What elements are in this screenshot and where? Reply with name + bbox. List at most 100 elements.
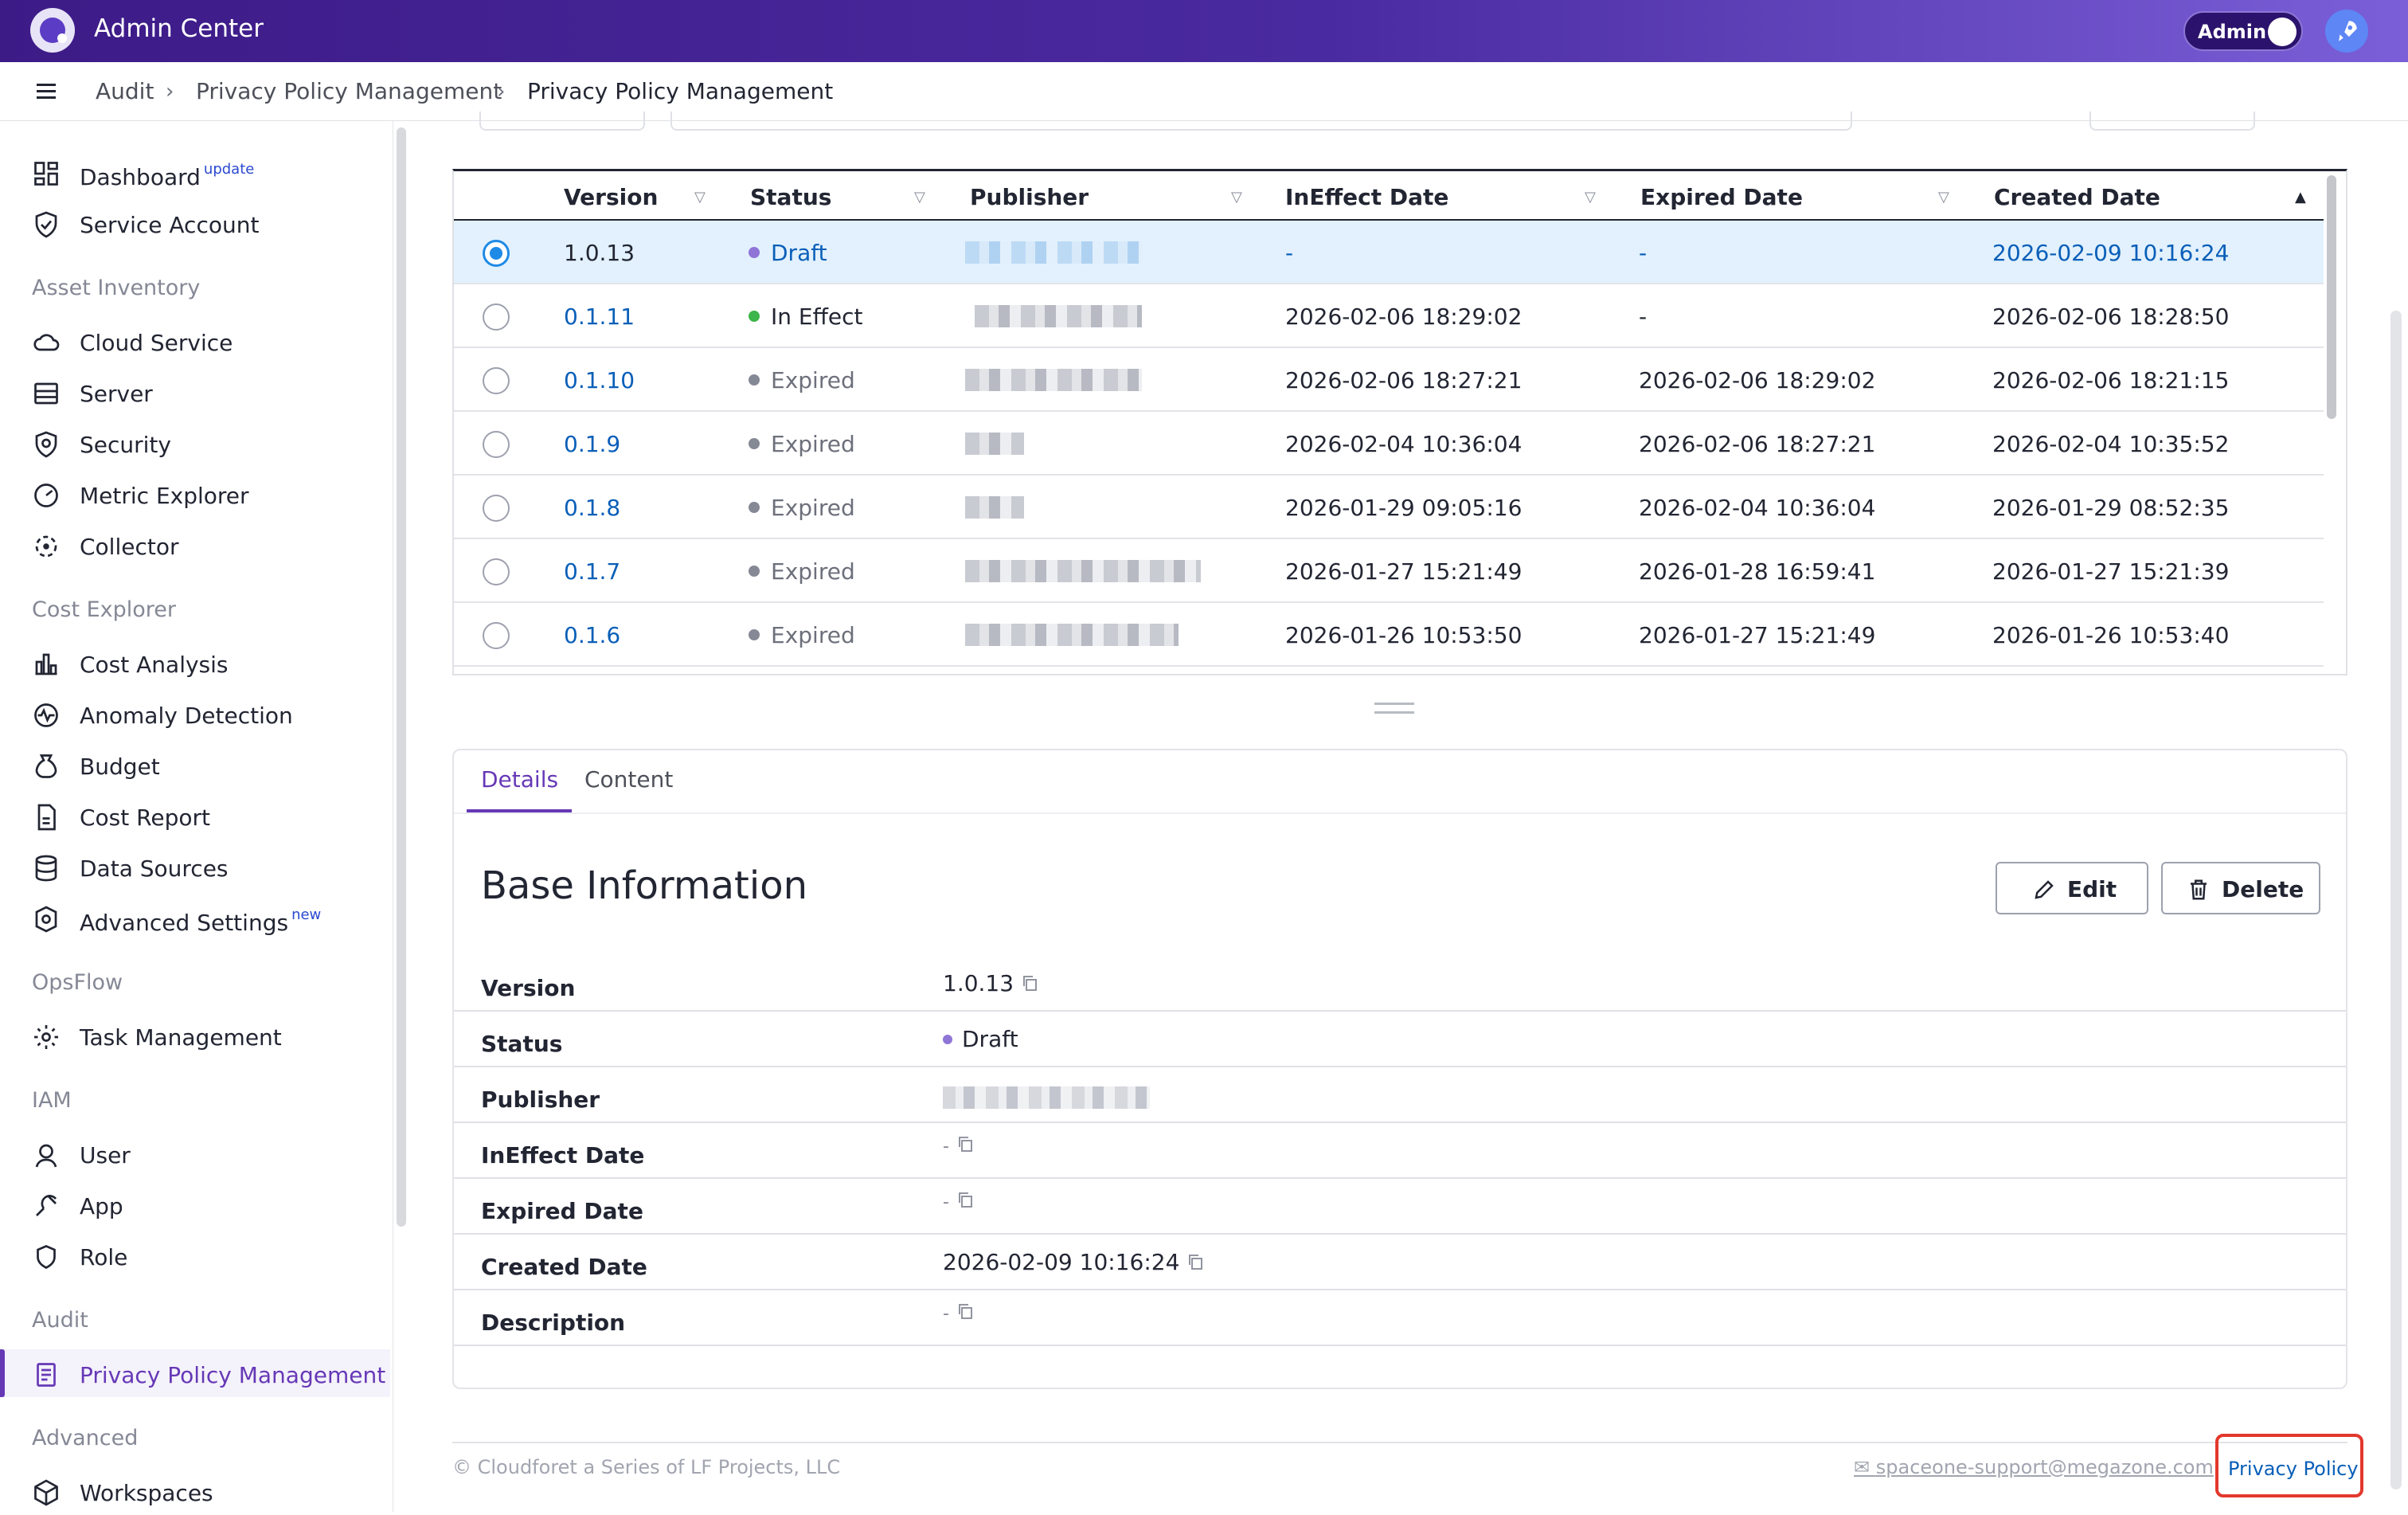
cell-status: Expired [749, 367, 855, 393]
sidebar-item-role[interactable]: Role [32, 1231, 387, 1279]
copy-icon[interactable] [1020, 973, 1039, 992]
row-radio[interactable] [483, 303, 510, 331]
table-row[interactable]: 0.1.6 Expired 2026-01-26 10:53:50 2026-0… [454, 603, 2324, 667]
edit-button[interactable]: Edit [1996, 862, 2148, 914]
cell-version[interactable]: 0.1.7 [564, 558, 621, 585]
table-row[interactable]: 0.1.7 Expired 2026-01-27 15:21:49 2026-0… [454, 539, 2324, 603]
cell-status: Expired [749, 558, 855, 585]
field-value: Draft [943, 1026, 1018, 1052]
privacy-policy-highlight[interactable]: Privacy Policy [2215, 1434, 2363, 1497]
sidebar-scrollbar[interactable] [397, 127, 406, 1227]
status-dot [749, 247, 760, 258]
column-header-expired-date[interactable]: Expired Date [1640, 184, 1803, 210]
table-row[interactable]: 0.1.10 Expired 2026-02-06 18:27:21 2026-… [454, 348, 2324, 412]
sort-ascending-icon[interactable]: ▲ [2295, 189, 2306, 206]
breadcrumb-privacy-policy-management[interactable]: Privacy Policy Management [196, 78, 502, 104]
cell-expired-date: 2026-02-06 18:29:02 [1639, 367, 1876, 393]
sort-icon[interactable]: ▽ [1231, 189, 1242, 206]
row-radio[interactable] [483, 367, 510, 394]
footer-copyright: © Cloudforet a Series of LF Projects, LL… [452, 1456, 841, 1478]
sort-icon[interactable]: ▽ [1585, 189, 1596, 206]
sort-icon[interactable]: ▽ [914, 189, 925, 206]
collector-icon [35, 535, 57, 558]
delete-button[interactable]: Delete [2161, 862, 2320, 914]
cell-version[interactable]: 0.1.9 [564, 431, 621, 457]
tab-content[interactable]: Content [584, 766, 674, 793]
column-header-ineffect-date[interactable]: InEffect Date [1285, 184, 1449, 210]
resize-handle[interactable] [1374, 703, 1414, 714]
sidebar-item-app[interactable]: App [32, 1180, 387, 1228]
column-header-status[interactable]: Status [750, 184, 832, 210]
sidebar-item-label: Advanced Settings [80, 910, 289, 936]
cell-ineffect-date: - [1285, 240, 1294, 266]
cell-version[interactable]: 0.1.6 [564, 622, 621, 648]
column-header-version[interactable]: Version [564, 184, 659, 210]
sidebar-item-cost-report[interactable]: Cost Report [32, 792, 387, 840]
copy-icon[interactable] [1186, 1252, 1205, 1271]
policy-table: Version ▽ Status ▽ Publisher ▽ InEffect … [452, 169, 2347, 675]
detail-row-description: Description - [454, 1290, 2346, 1346]
sidebar-item-label: Service Account [80, 212, 260, 238]
detail-row-publisher: Publisher [454, 1067, 2346, 1123]
rocket-icon[interactable] [2325, 10, 2368, 53]
table-row[interactable]: 1.0.13 Draft - - 2026-02-09 10:16:24 [454, 221, 2324, 284]
sidebar-item-budget[interactable]: Budget [32, 741, 387, 789]
sidebar-item-workspaces[interactable]: Workspaces [32, 1467, 387, 1515]
sidebar-item-label: Collector [80, 534, 179, 560]
admin-mode-toggle[interactable]: Admin [2183, 11, 2303, 51]
search-input-fragment[interactable] [670, 112, 1852, 131]
cell-version: 1.0.13 [564, 240, 635, 266]
row-radio[interactable] [483, 558, 510, 585]
sidebar-item-cost-analysis[interactable]: Cost Analysis [32, 639, 387, 687]
app-logo-icon[interactable] [30, 8, 75, 53]
breadcrumb-audit[interactable]: Audit [96, 78, 154, 104]
status-dot [749, 374, 760, 386]
sidebar-item-server[interactable]: Server [32, 368, 387, 416]
detail-panel: Details Content Base Information Edit De… [452, 749, 2347, 1389]
sort-icon[interactable]: ▽ [1938, 189, 1949, 206]
sidebar-item-service-account[interactable]: Service Account [32, 199, 387, 247]
table-row[interactable]: 0.1.8 Expired 2026-01-29 09:05:16 2026-0… [454, 476, 2324, 539]
sidebar-item-cloud-service[interactable]: Cloud Service [32, 317, 387, 365]
sidebar-item-security[interactable]: Security [32, 419, 387, 467]
toolbar-button-fragment[interactable] [2089, 112, 2255, 131]
sort-icon[interactable]: ▽ [694, 189, 706, 206]
field-label: Publisher [481, 1086, 600, 1113]
sidebar-item-advanced-settings[interactable]: Advanced Settings new [32, 894, 387, 941]
sidebar-item-anomaly-detection[interactable]: Anomaly Detection [32, 690, 387, 738]
sidebar-item-privacy-policy-management[interactable]: Privacy Policy Management [0, 1349, 390, 1397]
support-email-link[interactable]: ✉ spaceone-support@megazone.com [1854, 1456, 2214, 1478]
sidebar-item-data-sources[interactable]: Data Sources [32, 843, 387, 891]
sidebar-item-label: Privacy Policy Management [80, 1362, 386, 1388]
toolbar-button-fragment[interactable] [479, 112, 645, 131]
tab-details[interactable]: Details [481, 766, 559, 793]
copy-icon[interactable] [956, 1134, 975, 1153]
cell-version[interactable]: 0.1.11 [564, 303, 635, 330]
privacy-policy-link[interactable]: Privacy Policy [2228, 1458, 2359, 1480]
row-radio[interactable] [483, 431, 510, 458]
sidebar-item-task-management[interactable]: Task Management [32, 1012, 387, 1059]
table-row[interactable]: 0.1.9 Expired 2026-02-04 10:36:04 2026-0… [454, 412, 2324, 476]
row-radio[interactable] [483, 240, 510, 267]
column-header-publisher[interactable]: Publisher [970, 184, 1089, 210]
app-icon [36, 1195, 57, 1216]
status-text: Expired [771, 367, 855, 393]
sidebar-item-dashboard[interactable]: Dashboard update [32, 148, 387, 196]
table-row[interactable]: 0.1.11 In Effect 2026-02-06 18:29:02 - 2… [454, 284, 2324, 348]
copy-icon[interactable] [956, 1302, 975, 1321]
cell-version[interactable]: 0.1.8 [564, 495, 621, 521]
menu-icon[interactable] [35, 81, 61, 102]
table-scrollbar[interactable] [2327, 175, 2336, 419]
sidebar-item-metric-explorer[interactable]: Metric Explorer [32, 470, 387, 518]
row-radio[interactable] [483, 622, 510, 649]
row-radio[interactable] [483, 495, 510, 522]
field-label: Version [481, 975, 576, 1001]
chevron-right-icon: › [497, 80, 506, 104]
sidebar-item-label: Security [80, 432, 171, 458]
sidebar-item-collector[interactable]: Collector [32, 521, 387, 569]
copy-icon[interactable] [956, 1190, 975, 1209]
main-scrollbar[interactable] [2390, 311, 2402, 1490]
column-header-created-date[interactable]: Created Date [1994, 184, 2160, 210]
sidebar-item-user[interactable]: User [32, 1129, 387, 1177]
cell-version[interactable]: 0.1.10 [564, 367, 635, 393]
